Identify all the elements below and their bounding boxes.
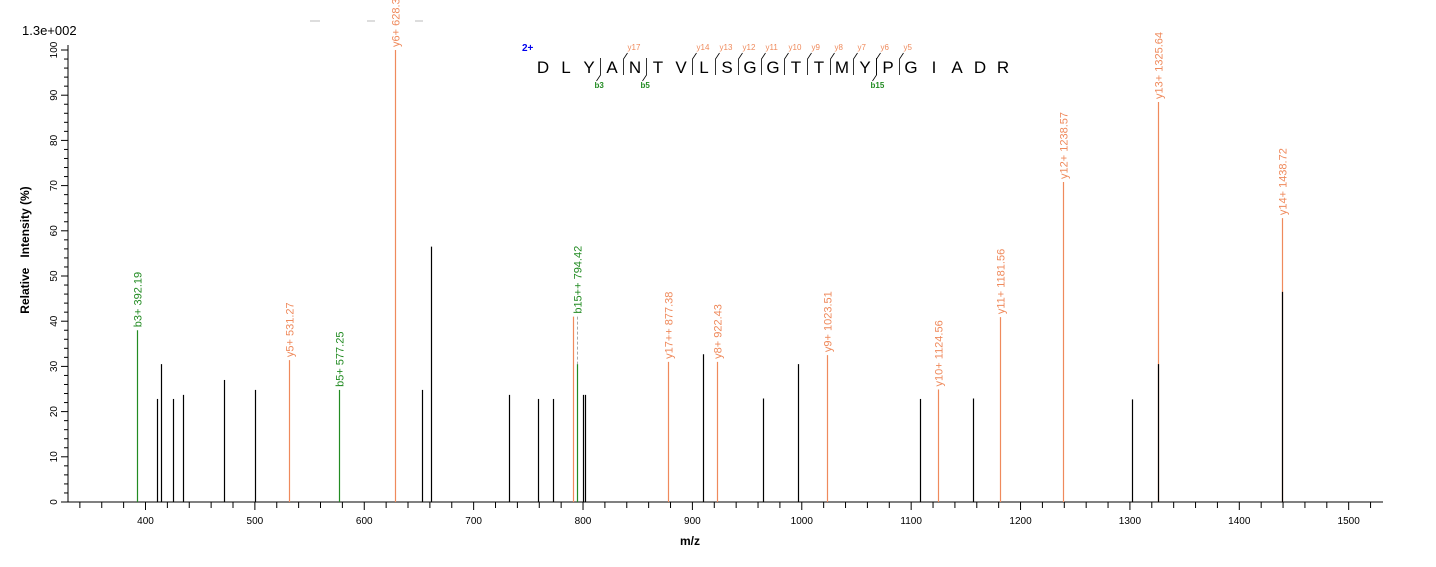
y-tick-label: 70	[49, 180, 60, 192]
x-tick-label: 600	[356, 516, 373, 527]
y-tick-label: 50	[49, 270, 60, 282]
y-ion-label: y6	[881, 43, 890, 52]
residue: Y	[583, 58, 594, 77]
y-ion-label: y13	[720, 43, 733, 52]
residue: T	[653, 58, 663, 77]
residue: T	[814, 58, 824, 77]
b-ion-bracket	[596, 58, 601, 82]
x-axis-title: m/z	[680, 534, 700, 548]
y-ion-bracket	[761, 52, 766, 75]
x-tick-label: 800	[575, 516, 592, 527]
y-tick-label: 90	[49, 89, 60, 101]
y-tick-label: 0	[49, 499, 60, 505]
y-ion-bracket	[784, 52, 789, 75]
residue: Y	[859, 58, 870, 77]
x-tick-label: 400	[137, 516, 154, 527]
residue: L	[561, 58, 570, 77]
y-tick-label: 10	[49, 451, 60, 463]
residue: G	[766, 58, 779, 77]
peak-label: y14+ 1438.72	[1278, 148, 1290, 215]
y-ion-bracket	[876, 52, 881, 75]
peak-label: b15++ 794.42	[573, 246, 585, 314]
x-tick-label: 700	[465, 516, 482, 527]
residue: G	[904, 58, 917, 77]
y-tick-label: 100	[49, 41, 60, 58]
x-tick-label: 1100	[900, 516, 922, 527]
x-tick-label: 1500	[1338, 516, 1361, 527]
y-ion-label: y14	[697, 43, 710, 52]
residue: N	[629, 58, 641, 77]
residue: S	[721, 58, 732, 77]
residue: L	[699, 58, 708, 77]
b-ion-label: b3	[595, 81, 605, 90]
residue: M	[835, 58, 849, 77]
peak-label: b3+ 392.19	[133, 272, 145, 327]
peaks: b3+ 392.19 y5+ 531.27 b5+ 577.25 y6+ 628.34…	[133, 0, 1290, 502]
y-ion-bracket	[715, 52, 720, 75]
y-tick-label: 60	[49, 225, 60, 237]
peak-label: y5+ 531.27	[285, 302, 297, 357]
x-tick-label: 1400	[1228, 516, 1251, 527]
residue: V	[675, 58, 687, 77]
peak-label: y9+ 1023.51	[823, 291, 835, 352]
b-ion-label: b15	[871, 81, 885, 90]
residue: D	[537, 58, 549, 77]
axes: 400 500 600 700 800 900 1000 1100 1200 1300 1400 15…	[49, 41, 1383, 527]
y-ion-label: y11	[766, 43, 779, 52]
residue: T	[791, 58, 801, 77]
x-tick-label: 1300	[1119, 516, 1142, 527]
y-ion-label: y7	[858, 43, 867, 52]
peak-label: y12+ 1238.57	[1059, 112, 1071, 179]
y-axis-title: Relative Intensity (%)	[18, 186, 32, 313]
x-tick-label: 1200	[1009, 516, 1032, 527]
b-ion-bracket	[642, 58, 647, 82]
y-ion-label: y8	[835, 43, 844, 52]
peak-label: y6+ 628.34	[391, 0, 403, 47]
y-ion-bracket	[830, 52, 835, 75]
peak-label: y13+ 1325.64	[1154, 32, 1166, 99]
y-tick-label: 40	[49, 315, 60, 327]
peak-label: y17++ 877.38	[664, 292, 676, 359]
y-ion-label: y5	[904, 43, 913, 52]
x-tick-label: 500	[247, 516, 264, 527]
residue: I	[932, 58, 937, 77]
peak-label: y10+ 1124.56	[934, 320, 946, 386]
y-tick-label: 30	[49, 360, 60, 372]
b-ion-bracket	[872, 58, 877, 82]
y-ion-bracket	[692, 52, 697, 75]
y-ion-bracket	[807, 52, 812, 75]
y-ion-bracket	[623, 52, 628, 75]
charge-state: 2+	[522, 43, 534, 54]
peak-label: y8+ 922.43	[713, 304, 725, 359]
peak-label: y11+ 1181.56	[996, 249, 1008, 314]
y-ion-bracket	[853, 52, 858, 75]
y-ion-label: y17	[628, 43, 641, 52]
y-ion-bracket	[738, 52, 743, 75]
residue: R	[997, 58, 1009, 77]
peak-label: b5+ 577.25	[335, 332, 347, 387]
y-ion-label: y10	[789, 43, 802, 52]
intensity-scale-label: 1.3e+002	[22, 23, 77, 38]
b-ion-label: b5	[641, 81, 651, 90]
x-tick-label: 1000	[791, 516, 814, 527]
y-ion-label: y12	[743, 43, 756, 52]
residue: D	[974, 58, 986, 77]
residue: G	[743, 58, 756, 77]
y-tick-label: 20	[49, 406, 60, 418]
residue: A	[606, 58, 618, 77]
y-ion-label: y9	[812, 43, 821, 52]
residue: A	[951, 58, 963, 77]
y-ion-bracket	[899, 52, 904, 75]
residue: P	[882, 58, 893, 77]
x-tick-label: 900	[684, 516, 701, 527]
y-tick-label: 80	[49, 134, 60, 146]
